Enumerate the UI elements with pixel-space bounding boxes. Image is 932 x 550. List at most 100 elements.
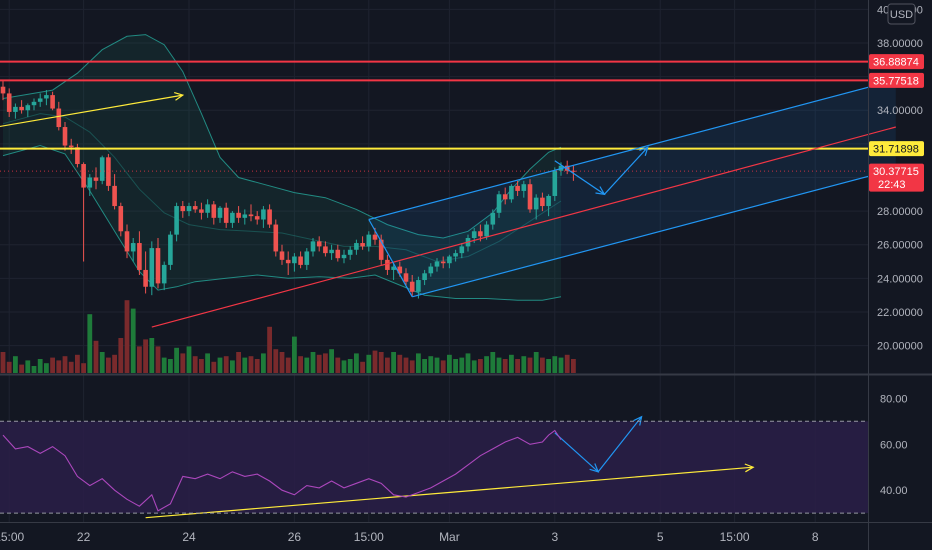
candle[interactable] bbox=[378, 234, 384, 265]
candle[interactable] bbox=[453, 249, 458, 262]
candle[interactable] bbox=[37, 93, 43, 107]
candle[interactable] bbox=[180, 201, 186, 218]
candle[interactable] bbox=[447, 254, 452, 269]
drawing-projection[interactable] bbox=[554, 415, 643, 473]
candle[interactable] bbox=[515, 180, 520, 196]
drawing-trendline[interactable] bbox=[151, 126, 896, 328]
drawing-channel-top[interactable] bbox=[368, 79, 896, 221]
candle[interactable] bbox=[521, 180, 527, 198]
candle[interactable] bbox=[87, 174, 93, 196]
candle[interactable] bbox=[285, 251, 291, 275]
candle[interactable] bbox=[118, 202, 124, 237]
candle[interactable] bbox=[434, 258, 440, 272]
candle[interactable] bbox=[341, 249, 347, 264]
candle[interactable] bbox=[527, 179, 533, 213]
candle[interactable] bbox=[168, 231, 173, 270]
candle[interactable] bbox=[490, 209, 496, 230]
candle[interactable] bbox=[347, 246, 353, 260]
candle[interactable] bbox=[509, 184, 514, 203]
candle[interactable] bbox=[31, 98, 37, 111]
candle[interactable] bbox=[366, 231, 372, 252]
candle[interactable] bbox=[385, 254, 390, 275]
candle[interactable] bbox=[298, 251, 303, 269]
price-tag: 35.77518 bbox=[869, 72, 924, 88]
candle[interactable] bbox=[0, 79, 6, 101]
candle[interactable] bbox=[428, 263, 434, 277]
candle[interactable] bbox=[546, 194, 551, 217]
candle[interactable] bbox=[223, 202, 229, 228]
candle[interactable] bbox=[329, 244, 334, 260]
drawing-trendline[interactable] bbox=[0, 92, 185, 128]
candle[interactable] bbox=[261, 206, 266, 228]
time-axis[interactable]: 15:00 22 24 26 15:00 Mar 3 5 15:00 8 bbox=[0, 530, 819, 544]
candle[interactable] bbox=[248, 204, 254, 222]
candle[interactable] bbox=[44, 90, 49, 106]
candle[interactable] bbox=[161, 261, 167, 291]
candle[interactable] bbox=[254, 211, 260, 225]
candle[interactable] bbox=[391, 263, 396, 281]
candle[interactable] bbox=[279, 244, 285, 265]
candle[interactable] bbox=[19, 100, 24, 114]
candle[interactable] bbox=[106, 153, 111, 191]
candle[interactable] bbox=[75, 143, 80, 168]
candle[interactable] bbox=[496, 190, 502, 218]
candle[interactable] bbox=[149, 241, 155, 296]
volume-bar bbox=[292, 336, 297, 373]
candle[interactable] bbox=[137, 231, 142, 275]
candle[interactable] bbox=[112, 174, 117, 210]
candle[interactable] bbox=[360, 236, 365, 250]
currency-badge[interactable]: USD bbox=[887, 3, 916, 25]
drawings[interactable] bbox=[0, 79, 896, 519]
candle[interactable] bbox=[192, 201, 198, 213]
candle[interactable] bbox=[273, 219, 279, 257]
drawing-channel-bottom[interactable] bbox=[412, 168, 896, 298]
candle[interactable] bbox=[533, 194, 539, 220]
candle[interactable] bbox=[409, 274, 415, 297]
candle[interactable] bbox=[267, 204, 272, 228]
time-tick-label: 15:00 bbox=[354, 530, 384, 544]
candle[interactable] bbox=[68, 138, 74, 154]
candle[interactable] bbox=[459, 243, 465, 259]
candle[interactable] bbox=[242, 209, 248, 225]
candle[interactable] bbox=[130, 238, 136, 262]
candle-body bbox=[372, 234, 378, 240]
horizontal-levels[interactable] bbox=[0, 60, 868, 172]
candle[interactable] bbox=[186, 202, 192, 217]
drawing-path[interactable] bbox=[368, 219, 413, 298]
candle[interactable] bbox=[230, 211, 235, 228]
candle[interactable] bbox=[25, 103, 31, 117]
candle[interactable] bbox=[155, 238, 161, 289]
candle[interactable] bbox=[335, 244, 341, 262]
price-axis[interactable]: 20.00000 22.00000 24.00000 26.00000 28.00000… bbox=[877, 4, 923, 497]
candle[interactable] bbox=[62, 122, 68, 151]
candle[interactable] bbox=[316, 236, 322, 252]
candle[interactable] bbox=[217, 206, 223, 223]
candle[interactable] bbox=[403, 268, 409, 286]
candle[interactable] bbox=[502, 187, 508, 205]
candle[interactable] bbox=[99, 155, 105, 185]
candle[interactable] bbox=[205, 199, 210, 218]
candle[interactable] bbox=[199, 202, 204, 220]
candle[interactable] bbox=[422, 269, 427, 286]
candle[interactable] bbox=[124, 224, 130, 259]
candle[interactable] bbox=[50, 91, 55, 111]
candle[interactable] bbox=[6, 88, 12, 117]
drawing-trendline[interactable] bbox=[145, 463, 755, 519]
candle[interactable] bbox=[13, 103, 18, 119]
candle[interactable] bbox=[310, 238, 316, 257]
drawing-projection[interactable] bbox=[554, 146, 649, 196]
candle[interactable] bbox=[304, 248, 310, 270]
candle[interactable] bbox=[292, 253, 297, 272]
candle[interactable] bbox=[354, 239, 359, 255]
candle[interactable] bbox=[143, 251, 148, 294]
candle[interactable] bbox=[440, 256, 446, 269]
candle[interactable] bbox=[323, 241, 328, 257]
candle[interactable] bbox=[174, 202, 179, 242]
candle[interactable] bbox=[236, 206, 241, 223]
candle[interactable] bbox=[211, 201, 217, 225]
candle[interactable] bbox=[540, 192, 545, 212]
candle[interactable] bbox=[81, 162, 86, 262]
candle[interactable] bbox=[552, 167, 558, 202]
